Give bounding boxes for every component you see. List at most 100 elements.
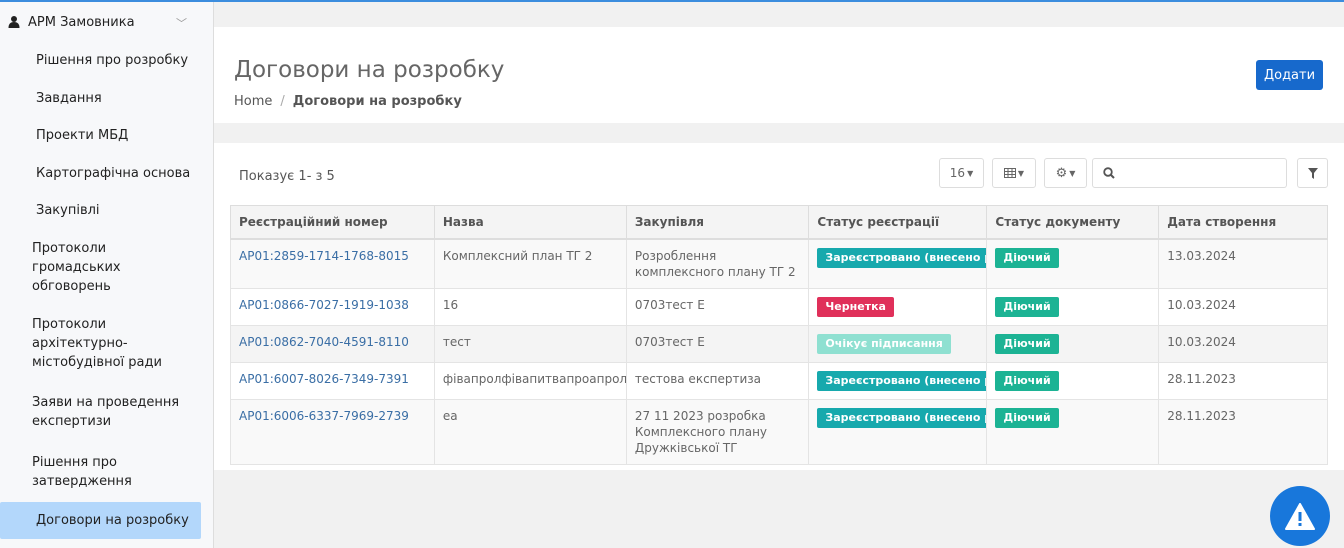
reg-number-cell: АР01:0866-7027-1919-1038 (230, 287, 435, 326)
reg-number-link[interactable]: АР01:6006-6337-7969-2739 (239, 408, 409, 423)
purchase-cell: 0703тест Е (625, 287, 810, 326)
name-cell: фівапролфівапитвапроапролпролпрол (433, 361, 627, 400)
search-icon (1102, 167, 1115, 179)
sidebar-item[interactable]: Протоколи громадських обговорень (0, 230, 213, 306)
purchase-cell: Розроблення комплексного плану ТГ 2 (625, 238, 810, 289)
sidebar-item-label: Проекти МБД (36, 128, 129, 144)
reg-status-badge: Чернетка (817, 296, 894, 317)
sidebar-item[interactable]: Проекти МБД (0, 117, 213, 155)
filter-button[interactable] (1297, 158, 1328, 188)
main-content: Договори на розробку Home / Договори на ро… (214, 2, 1344, 548)
breadcrumb-separator: / (280, 94, 285, 109)
breadcrumb-current: Договори на розробку (292, 94, 462, 109)
search-button[interactable] (1092, 158, 1125, 188)
doc-status-cell: Діючий (986, 361, 1160, 400)
doc-status-cell: Діючий (986, 324, 1160, 363)
filter-icon (1307, 167, 1318, 179)
reg-status-badge: Зареєстровано (внесено реєстру) (817, 370, 986, 391)
date-cell: 10.03.2024 (1158, 324, 1328, 363)
column-header[interactable]: Закупівля (625, 205, 810, 240)
reg-number-link[interactable]: АР01:0866-7027-1919-1038 (239, 297, 409, 312)
column-header[interactable]: Дата створення (1158, 205, 1328, 240)
sidebar-item[interactable]: Картографічна основа (0, 155, 213, 193)
purchase-cell: тестова експертиза (625, 361, 810, 400)
sidebar-item[interactable]: Заяви на проведення експертизи (0, 382, 213, 442)
sidebar-item[interactable]: Протоколи архітектурно-містобудівної рад… (0, 306, 213, 382)
reg-status-cell: Зареєстровано (внесено реєстру) (808, 361, 988, 400)
table-columns-icon (1003, 168, 1016, 178)
table-row[interactable]: АР01:0862-7040-4591-8110 тест 0703тест Е Оч… (230, 324, 1328, 363)
search-input[interactable] (1124, 158, 1287, 188)
settings-dropdown[interactable]: ⚙ ▼ (1044, 158, 1087, 188)
table-row[interactable]: АР01:6006-6337-7969-2739 еа 27 11 2023 роз… (230, 398, 1328, 465)
sidebar-item[interactable]: Рішення про розробку (0, 42, 213, 80)
sidebar-section-toggle[interactable]: АРМ Замовника ﹀ (0, 2, 213, 42)
reg-status-badge: Зареєстровано (внесено реєстру) (817, 407, 986, 428)
sidebar-item[interactable]: Договори на розробку (0, 501, 201, 539)
pagination-info: Показує 1- з 5 (239, 169, 335, 184)
date-cell: 28.11.2023 (1158, 398, 1328, 465)
page-size-value: 16 (949, 166, 966, 180)
sidebar-item-label: Заяви на проведення експертизи (32, 394, 180, 429)
doc-status-badge: Діючий (995, 370, 1059, 391)
name-cell: 16 (433, 287, 627, 326)
table-row[interactable]: АР01:2859-1714-1768-8015 Комплексний план… (230, 238, 1328, 289)
reg-number-link[interactable]: АР01:2859-1714-1768-8015 (239, 248, 409, 263)
chevron-down-icon: ﹀ (176, 17, 187, 30)
breadcrumb-home[interactable]: Home (234, 94, 273, 109)
reg-number-link[interactable]: АР01:0862-7040-4591-8110 (239, 334, 409, 349)
caret-down-icon: ▼ (967, 168, 974, 178)
doc-status-cell: Діючий (986, 238, 1160, 289)
purchase-cell: 0703тест Е (625, 324, 810, 363)
date-cell: 10.03.2024 (1158, 287, 1328, 326)
name-cell: Комплексний план ТГ 2 (433, 238, 627, 289)
contracts-table: Реєстраційний номер Назва Закупівля Статус … (230, 205, 1328, 465)
user-icon (8, 16, 20, 28)
page-header: Договори на розробку Home / Договори на ро… (214, 27, 1344, 123)
reg-number-cell: АР01:2859-1714-1768-8015 (230, 238, 435, 289)
list-panel: Показує 1- з 5 16 ▼ ▼ ⚙ ▼ Реєстраційний но… (214, 143, 1344, 470)
caret-down-icon: ▼ (1017, 168, 1025, 178)
sidebar: АРМ Замовника ﹀ Рішення про розробку Завд… (0, 2, 214, 548)
name-cell: тест (433, 324, 627, 363)
sidebar-item[interactable]: Рішення про затвердження (0, 442, 213, 502)
reg-number-link[interactable]: АР01:6007-8026-7349-7391 (239, 371, 409, 386)
sidebar-item-label: Протоколи архітектурно-містобудівної рад… (32, 317, 162, 370)
date-cell: 28.11.2023 (1158, 361, 1328, 400)
sidebar-item-label: Картографічна основа (36, 165, 191, 181)
sidebar-item-label: Рішення про затвердження (32, 454, 132, 489)
column-header[interactable]: Назва (433, 205, 627, 240)
doc-status-cell: Діючий (986, 287, 1160, 326)
sidebar-item-label: Завдання (36, 90, 102, 106)
warning-icon (1285, 502, 1315, 530)
reg-number-cell: АР01:6006-6337-7969-2739 (230, 398, 435, 465)
reg-number-cell: АР01:0862-7040-4591-8110 (230, 324, 435, 363)
date-cell: 13.03.2024 (1158, 238, 1328, 289)
page-size-dropdown[interactable]: 16 ▼ (939, 158, 984, 188)
reg-number-cell: АР01:6007-8026-7349-7391 (230, 361, 435, 400)
sidebar-item[interactable]: Закупівлі (0, 192, 213, 230)
breadcrumb: Home / Договори на розробку (234, 94, 462, 109)
reg-status-cell: Очікує підписання (808, 324, 988, 363)
table-row[interactable]: АР01:6007-8026-7349-7391 фівапролфівапитв… (230, 361, 1328, 400)
reg-status-badge: Зареєстровано (внесено реєстру) (817, 247, 986, 268)
reg-status-cell: Зареєстровано (внесено реєстру) (808, 398, 988, 465)
column-header[interactable]: Статус документу (986, 205, 1160, 240)
top-accent-bar (0, 0, 1344, 2)
add-button[interactable]: Додати (1256, 60, 1323, 90)
column-header[interactable]: Статус реєстрації (808, 205, 988, 240)
sidebar-item-label: Закупівлі (36, 203, 100, 219)
doc-status-cell: Діючий (986, 398, 1160, 465)
column-header[interactable]: Реєстраційний номер (230, 205, 435, 240)
caret-down-icon: ▼ (1069, 168, 1076, 178)
reg-status-badge: Очікує підписання (817, 333, 951, 354)
doc-status-badge: Діючий (995, 333, 1059, 354)
sidebar-item-label: Протоколи громадських обговорень (32, 241, 121, 294)
alert-button[interactable] (1270, 486, 1330, 546)
sidebar-item-label: Договори на розробку (36, 512, 189, 528)
doc-status-badge: Діючий (995, 247, 1059, 268)
sidebar-item[interactable]: Завдання (0, 80, 213, 118)
table-row[interactable]: АР01:0866-7027-1919-1038 16 0703тест Е Черн… (230, 287, 1328, 326)
reg-status-cell: Зареєстровано (внесено реєстру) (808, 238, 988, 289)
columns-dropdown[interactable]: ▼ (992, 158, 1036, 188)
